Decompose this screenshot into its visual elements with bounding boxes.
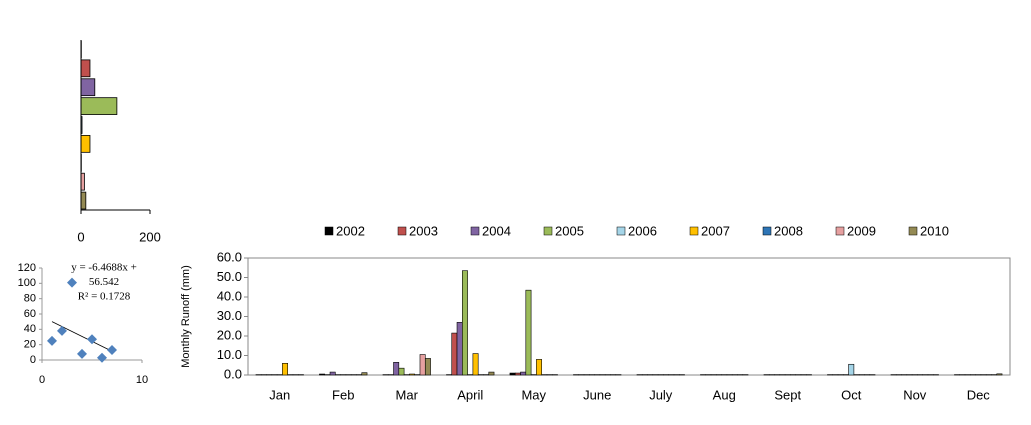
annotation: R² = 0.1728 <box>78 291 131 303</box>
x-tick-label: 200 <box>139 229 161 244</box>
point <box>77 348 87 359</box>
x-tick-label: Mar <box>396 387 419 402</box>
y-tick-label: 0 <box>30 354 36 366</box>
bar <box>488 371 495 376</box>
bar <box>282 362 288 376</box>
y-tick-label: 10.0 <box>217 347 242 362</box>
legend-label: 2008 <box>774 223 803 238</box>
point <box>107 345 117 356</box>
legend-swatch <box>324 226 334 236</box>
legend-swatch <box>616 226 626 236</box>
x-tick-label: Dec <box>967 387 991 402</box>
x-tick-label: Aug <box>713 387 736 402</box>
bar <box>536 359 542 376</box>
bar <box>424 358 431 376</box>
bar <box>451 332 458 376</box>
legend-swatch <box>470 226 480 236</box>
legend-label: 2004 <box>482 223 511 238</box>
point <box>87 334 97 345</box>
x-tick-label: Sept <box>774 387 801 402</box>
bar <box>319 373 326 376</box>
point <box>57 325 67 336</box>
bar <box>80 172 85 191</box>
bar <box>329 371 336 376</box>
y-tick-label: 60.0 <box>217 249 242 264</box>
legend-label: 2010 <box>920 223 949 238</box>
x-tick-label: Oct <box>841 387 862 402</box>
bar <box>393 362 400 376</box>
bar <box>398 367 405 376</box>
y-tick-label: 120 <box>18 262 36 274</box>
bar <box>80 191 87 210</box>
x-tick-label: April <box>457 387 483 402</box>
y-tick-label: 40 <box>24 323 36 335</box>
x-tick-label: 10 <box>136 374 148 386</box>
y-tick-label: 60 <box>24 308 36 320</box>
y-tick-label: 0.0 <box>224 366 242 381</box>
y-tick-label: 50.0 <box>217 269 242 284</box>
legend-label: 2007 <box>701 223 730 238</box>
bar <box>462 270 468 376</box>
bar <box>996 373 1003 376</box>
point <box>67 277 77 288</box>
annotation: 56.542 <box>89 276 119 288</box>
y-tick-label: 20 <box>24 339 36 351</box>
y-tick-label: 80 <box>24 293 36 305</box>
bar <box>80 78 96 97</box>
bar <box>80 59 91 78</box>
y-axis-label: Monthly Runoff (mm) <box>180 265 192 368</box>
legend-swatch <box>835 226 845 236</box>
y-tick-label: 20.0 <box>217 327 242 342</box>
x-tick-label: Nov <box>903 387 927 402</box>
legend-swatch <box>397 226 407 236</box>
annotation: y = -6.4688x + <box>71 262 137 274</box>
legend-label: 2006 <box>628 223 657 238</box>
x-tick-label: Jan <box>269 387 290 402</box>
bar <box>472 353 479 376</box>
legend-swatch <box>762 226 772 236</box>
x-tick-label: May <box>521 387 546 402</box>
bar <box>848 363 855 376</box>
x-tick-label: 0 <box>39 374 45 386</box>
bar <box>419 354 426 376</box>
bar <box>514 372 521 376</box>
bar <box>509 372 516 376</box>
bar <box>525 289 532 376</box>
bar <box>520 371 527 376</box>
x-tick-label: Feb <box>332 387 354 402</box>
x-tick-label: July <box>649 387 673 402</box>
x-tick-label: June <box>583 387 611 402</box>
legend-swatch <box>543 226 553 236</box>
trendline <box>51 321 113 352</box>
legend-label: 2009 <box>847 223 876 238</box>
plot-area <box>247 257 1011 376</box>
bar <box>80 135 91 153</box>
y-tick-label: 100 <box>18 277 36 289</box>
x-tick-label: 0 <box>77 229 84 244</box>
point <box>97 352 107 363</box>
y-tick-label: 40.0 <box>217 288 242 303</box>
point <box>47 335 57 346</box>
bar <box>361 372 368 376</box>
legend-label: 2002 <box>336 223 365 238</box>
legend-swatch <box>689 226 699 236</box>
bar <box>456 322 463 376</box>
bar <box>409 373 415 376</box>
bar <box>80 97 118 115</box>
legend-label: 2003 <box>409 223 438 238</box>
legend-label: 2005 <box>555 223 584 238</box>
legend-swatch <box>908 226 918 236</box>
y-tick-label: 30.0 <box>217 308 242 323</box>
